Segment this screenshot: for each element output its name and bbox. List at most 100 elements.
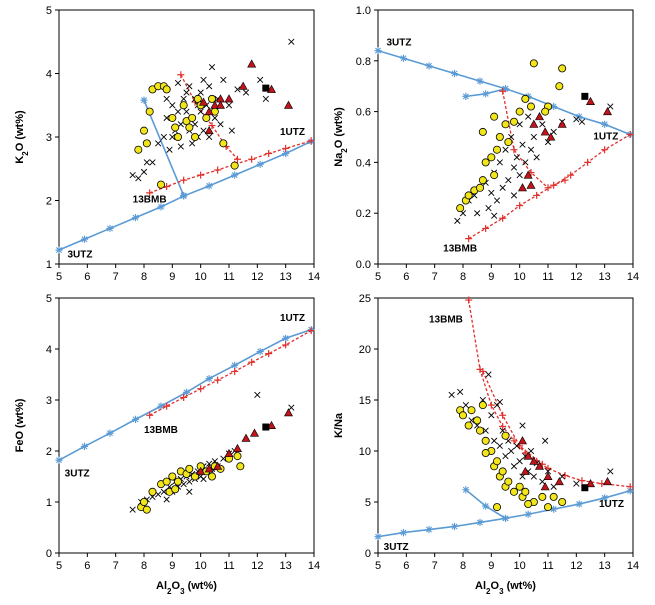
cross-point (177, 143, 184, 150)
star-marker (476, 518, 484, 526)
star-marker (482, 90, 490, 98)
x-tick-label: 6 (84, 560, 90, 572)
series-crosses (448, 371, 614, 490)
y-axis-label: K/Na (333, 412, 345, 438)
series-blue-branch (140, 96, 188, 200)
x-tick-label: 9 (169, 560, 175, 572)
circle-point (478, 401, 487, 410)
star-marker (256, 160, 264, 168)
cross-point (505, 177, 512, 184)
plot-frame (58, 297, 315, 554)
cross-point (485, 205, 492, 212)
plus-marker (231, 367, 239, 375)
cross-point (485, 371, 492, 378)
star-marker (157, 402, 165, 410)
cross-point (143, 159, 150, 166)
cross-point (496, 442, 503, 450)
cross-point (129, 171, 136, 179)
cross-point (206, 83, 213, 90)
cross-point (208, 64, 216, 71)
cross-point (527, 146, 535, 153)
series-red-line (465, 130, 634, 243)
star-marker (374, 47, 382, 55)
star-marker (425, 62, 433, 70)
plus-marker (197, 385, 205, 393)
triangle-point (266, 420, 277, 430)
circle-point (219, 139, 228, 148)
cross-point (502, 146, 509, 153)
plus-marker (516, 202, 524, 210)
annotation-label: 1UTZ (593, 132, 618, 143)
cross-point (242, 89, 250, 96)
circle-point (458, 411, 467, 420)
circle-point (168, 472, 177, 481)
circle-point (490, 171, 499, 180)
plus-marker (465, 235, 473, 243)
y-tick-label: 3 (46, 395, 52, 407)
x-tick-label: 11 (542, 271, 553, 283)
plus-marker (479, 367, 487, 375)
triangle-point (543, 471, 553, 481)
y-axis-label: Na2O (wt%) (333, 107, 349, 167)
triangle-point (526, 180, 536, 189)
circle-point (541, 107, 550, 116)
x-tick-label: 11 (223, 560, 234, 572)
x-tick-label: 7 (432, 271, 438, 283)
star-marker (282, 334, 290, 342)
cross-point (544, 468, 552, 475)
cross-point (496, 398, 503, 406)
triangle-point (215, 100, 226, 109)
circle-point (134, 145, 143, 154)
circle-point (492, 457, 501, 466)
cross-point (573, 116, 580, 123)
plus-marker (234, 155, 241, 163)
plus-marker (567, 171, 575, 179)
triangle-point (283, 408, 294, 417)
star-marker (182, 388, 191, 396)
cross-point (234, 86, 241, 93)
plus-marker (282, 341, 290, 349)
triangle-point (534, 461, 545, 470)
star-marker (157, 203, 165, 211)
y-tick-label: 4 (46, 69, 52, 81)
cross-point (488, 412, 495, 419)
circle-point (490, 112, 499, 121)
x-tick-label: 8 (141, 271, 147, 283)
star-marker (180, 191, 188, 200)
series-square (262, 423, 270, 431)
star-marker (601, 120, 609, 128)
cross-point (200, 475, 207, 483)
circle-point (185, 464, 194, 473)
circle-point (558, 497, 567, 506)
x-tick-label: 7 (432, 560, 438, 572)
circle-point (145, 107, 154, 116)
x-tick-label: 10 (195, 271, 207, 283)
cross-point (462, 401, 469, 409)
star-marker (550, 505, 558, 513)
plus-marker (626, 130, 634, 138)
cross-point (519, 141, 526, 148)
x-tick-label: 14 (627, 560, 639, 572)
y-axis-label: FeO (wt%) (14, 398, 26, 452)
series-triangles (198, 59, 294, 135)
circle-point (498, 467, 507, 476)
circle-point (464, 191, 473, 200)
plus-marker (214, 376, 222, 384)
x-tick-label: 9 (488, 560, 494, 572)
cross-point (225, 102, 233, 109)
cross-point (530, 473, 537, 480)
star-marker (575, 500, 583, 508)
annotation-label: 13BMB (443, 243, 477, 254)
plus-marker (208, 122, 216, 130)
triangle-point (198, 97, 209, 106)
triangle-point (249, 428, 260, 437)
cross-point (254, 391, 261, 399)
circle-point (467, 406, 476, 415)
cross-point (513, 154, 520, 161)
cross-point (217, 121, 224, 128)
cross-point (163, 496, 170, 503)
circle-point (501, 431, 510, 440)
plot-frame (58, 9, 315, 265)
circle-point (230, 161, 239, 170)
